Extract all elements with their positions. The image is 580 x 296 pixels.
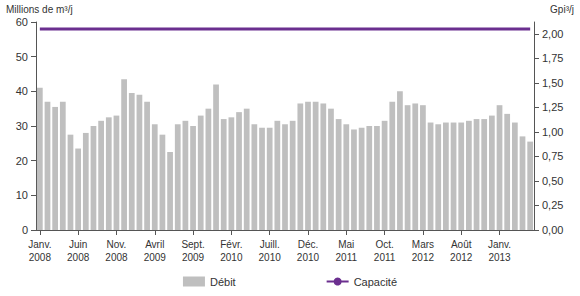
svg-text:Mars: Mars [412, 239, 434, 250]
svg-text:Déc.: Déc. [298, 239, 319, 250]
svg-text:2013: 2013 [488, 252, 511, 263]
svg-text:0,50: 0,50 [542, 175, 563, 187]
svg-text:0,75: 0,75 [542, 150, 563, 162]
svg-text:Oct.: Oct. [375, 239, 393, 250]
svg-text:2009: 2009 [144, 252, 167, 263]
svg-text:Août: Août [451, 239, 472, 250]
svg-text:Juin: Juin [69, 239, 87, 250]
svg-text:Gpi³/j: Gpi³/j [550, 4, 574, 15]
svg-text:2008: 2008 [105, 252, 128, 263]
svg-text:2012: 2012 [450, 252, 473, 263]
svg-text:Avril: Avril [145, 239, 164, 250]
svg-text:1,00: 1,00 [542, 126, 563, 138]
svg-text:Janv.: Janv. [488, 239, 511, 250]
svg-text:1,75: 1,75 [542, 52, 563, 64]
svg-text:60: 60 [16, 16, 28, 28]
svg-text:Mai: Mai [338, 239, 354, 250]
svg-text:2,00: 2,00 [542, 28, 563, 40]
svg-text:Capacité: Capacité [354, 276, 397, 288]
svg-text:20: 20 [16, 155, 28, 167]
svg-text:Sept.: Sept. [181, 239, 204, 250]
svg-text:0,00: 0,00 [542, 224, 563, 236]
svg-text:2010: 2010 [259, 252, 282, 263]
svg-text:Févr.: Févr. [220, 239, 242, 250]
svg-text:0,25: 0,25 [542, 199, 563, 211]
svg-text:2011: 2011 [374, 252, 396, 263]
svg-text:Débit: Débit [210, 276, 236, 288]
svg-text:2010: 2010 [220, 252, 243, 263]
svg-text:2008: 2008 [29, 252, 52, 263]
svg-text:2010: 2010 [297, 252, 320, 263]
svg-text:Nov.: Nov. [107, 239, 127, 250]
svg-text:Millions de m³/j: Millions de m³/j [6, 4, 73, 15]
svg-text:0: 0 [22, 224, 28, 236]
svg-text:2009: 2009 [182, 252, 205, 263]
svg-text:Janv.: Janv. [28, 239, 51, 250]
svg-text:30: 30 [16, 120, 28, 132]
svg-text:Juill.: Juill. [260, 239, 280, 250]
svg-text:40: 40 [16, 85, 28, 97]
svg-text:50: 50 [16, 51, 28, 63]
svg-text:1,25: 1,25 [542, 101, 563, 113]
svg-text:2008: 2008 [67, 252, 90, 263]
svg-text:1,50: 1,50 [542, 77, 563, 89]
svg-text:2011: 2011 [336, 252, 358, 263]
svg-text:10: 10 [16, 189, 28, 201]
svg-text:2012: 2012 [412, 252, 435, 263]
